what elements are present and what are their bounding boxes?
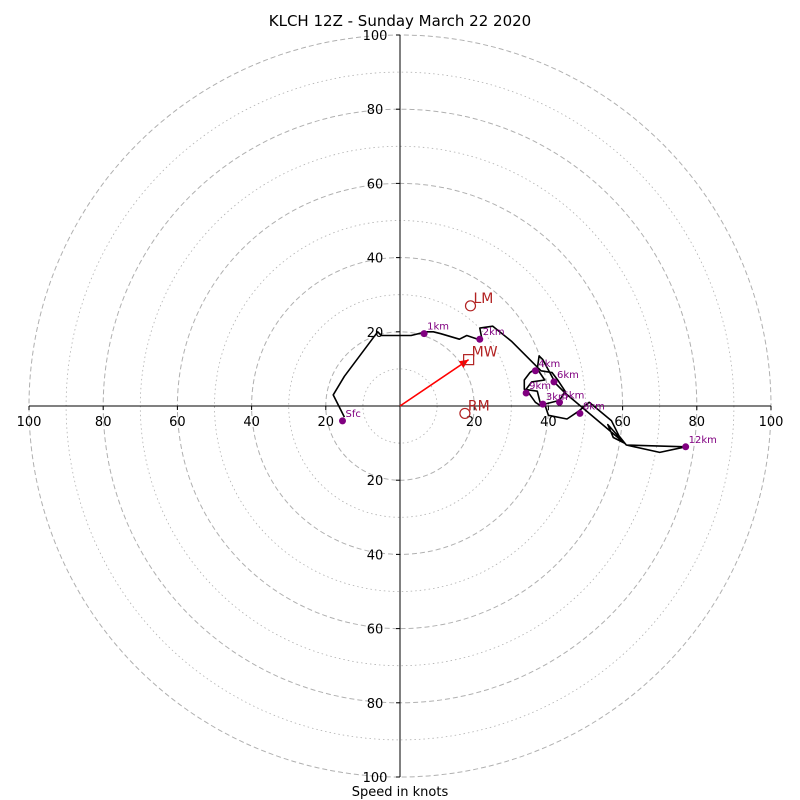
y-tick-label: 60 <box>367 177 384 192</box>
height-point-12km <box>682 443 690 451</box>
height-point-3km <box>539 400 547 408</box>
height-label-9km: 9km <box>529 381 551 392</box>
y-tick-label: 80 <box>367 103 384 118</box>
height-label-1km: 1km <box>427 322 449 333</box>
chart-title: KLCH 12Z - Sunday March 22 2020 <box>269 12 531 30</box>
wind-trace-line <box>332 325 687 454</box>
x-tick-label: 80 <box>95 415 112 430</box>
x-tick-label: 100 <box>17 415 42 430</box>
height-label-8km: 8km <box>583 401 605 412</box>
x-tick-label: 20 <box>318 415 335 430</box>
height-point-2km <box>476 335 484 343</box>
y-tick-label: 40 <box>367 252 384 267</box>
height-point-4km <box>531 367 539 375</box>
hodograph-trace <box>332 325 687 454</box>
marker-label-rm: RM <box>468 398 490 414</box>
marker-rm <box>459 407 471 420</box>
y-tick-label: 100 <box>363 771 388 786</box>
height-point-1km <box>420 330 428 338</box>
height-label-6km: 6km <box>557 370 579 381</box>
height-point-6km <box>550 378 558 386</box>
marker-lm <box>464 300 477 312</box>
x-tick-label: 60 <box>169 415 186 430</box>
x-tick-label: 40 <box>243 415 260 430</box>
height-label-5km: 5km <box>563 390 585 401</box>
x-tick-label: 40 <box>540 415 557 430</box>
x-axis-label: Speed in knots <box>352 785 449 800</box>
x-tick-label: 80 <box>689 415 706 430</box>
height-label-sfc: Sfc <box>345 409 360 420</box>
y-tick-label: 40 <box>367 548 384 563</box>
height-label-12km: 12km <box>689 435 717 446</box>
height-point-8km <box>576 409 584 417</box>
marker-mw <box>463 354 475 366</box>
y-tick-label: 100 <box>363 29 388 44</box>
x-tick-label: 20 <box>466 415 483 430</box>
x-tick-label: 100 <box>759 415 784 430</box>
y-tick-label: 80 <box>367 697 384 712</box>
height-label-3km: 3km <box>546 392 568 403</box>
height-point-5km <box>556 398 564 406</box>
height-label-2km: 2km <box>483 327 505 338</box>
y-tick-label: 20 <box>367 326 384 341</box>
height-points: Sfc 1km 2km 3km 4km 5km 6km 8km 9km 12km <box>338 322 717 451</box>
y-tick-label: 20 <box>367 474 384 489</box>
height-label-4km: 4km <box>538 359 560 370</box>
storm-motion-markers: LM MW RM <box>459 291 498 420</box>
height-point-sfc <box>338 417 346 425</box>
mean-wind-vector <box>399 358 470 407</box>
height-point-9km <box>522 389 530 397</box>
x-tick-label: 60 <box>614 415 631 430</box>
marker-label-mw: MW <box>472 345 498 361</box>
tick-labels: 100 100 80 80 60 60 40 40 20 20 20 20 40 40 60 60 80 80 10… <box>17 29 784 786</box>
storm-vector <box>399 358 470 407</box>
y-tick-label: 60 <box>367 623 384 638</box>
marker-label-lm: LM <box>473 291 493 307</box>
